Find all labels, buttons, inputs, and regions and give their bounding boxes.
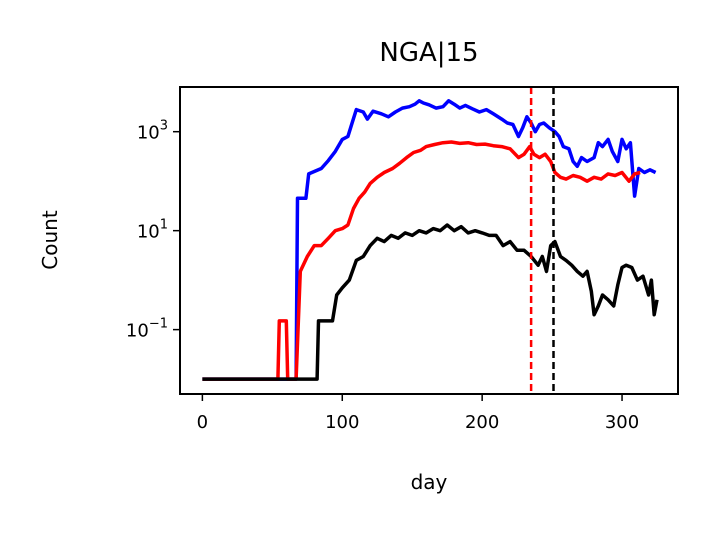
x-axis: 0 100 200 300: [197, 394, 639, 433]
y-tick-label-1: 101: [137, 218, 168, 243]
x-tick-label-2: 200: [465, 412, 499, 433]
plot-area: [202, 99, 659, 381]
y-tick-label-0: 10−1: [126, 317, 168, 342]
reference-lines: [529, 87, 555, 394]
plot-frame: [179, 86, 679, 395]
series-line-2: [202, 223, 659, 381]
x-tick-label-3: 300: [605, 412, 639, 433]
chart-title: NGA|15: [379, 38, 478, 68]
x-tick-label-0: 0: [197, 412, 208, 433]
x-tick-label-1: 100: [325, 412, 359, 433]
y-axis: 10−1 101 103: [126, 119, 180, 342]
y-tick-label-2: 103: [137, 119, 168, 144]
x-axis-label: day: [411, 470, 448, 494]
series-line-1: [202, 140, 641, 381]
series-line-0: [202, 99, 657, 381]
y-axis-label: Count: [38, 210, 62, 270]
